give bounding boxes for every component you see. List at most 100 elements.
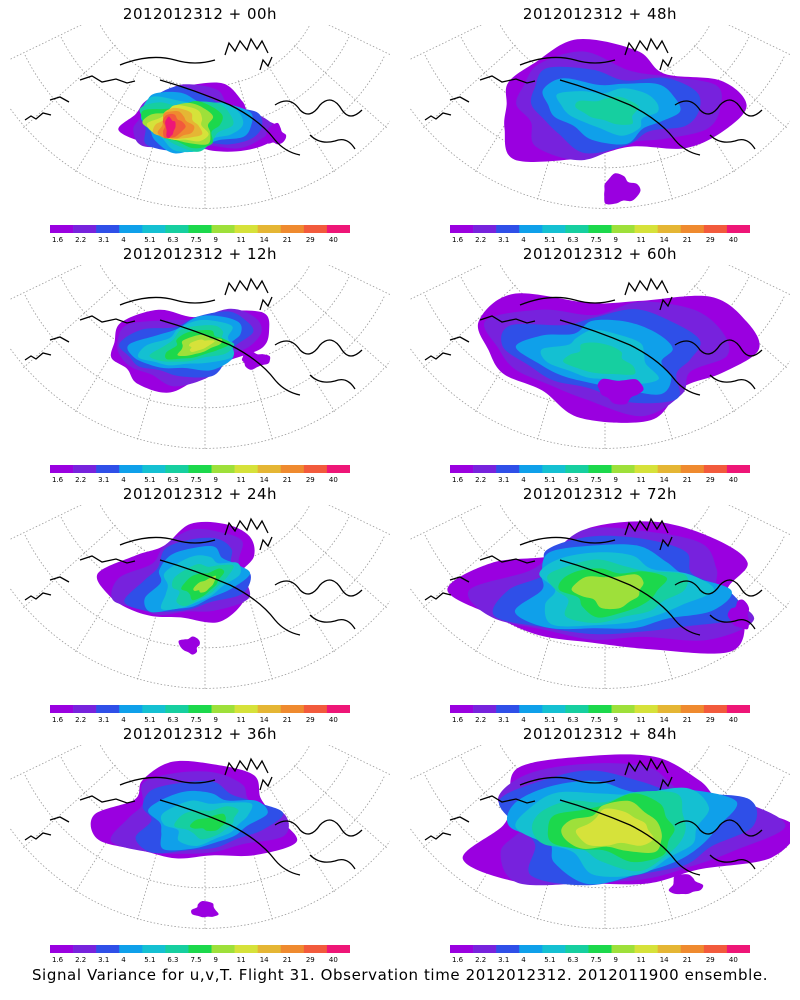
variance-contour-9 [193,575,216,593]
colorbar-tick-label: 29 [306,956,315,963]
colorbar-tick-label: 11 [637,716,646,723]
colorbar-tick-label: 21 [283,476,292,483]
colorbar-swatch [96,705,120,713]
colorbar-tick-label: 9 [614,476,618,483]
meridian-line [294,764,388,849]
colorbar-swatch [50,225,74,233]
colorbar-tick-label: 6.3 [567,236,578,243]
colorbar-tick-label: 4 [521,236,526,243]
colorbar-tick-label: 6.3 [167,956,178,963]
panel-48h: 2012012312 + 48h 1.6 2.2 3.1 4 5.1 6.3 7.5 9 11 1… [410,3,790,243]
colorbar-tick-label: 5.1 [544,956,555,963]
panel-24h: 2012012312 + 24h 1.6 2.2 3.1 4 5.1 6.3 7.5 9 11 1… [10,483,390,723]
colorbar-swatch [188,705,212,713]
colorbar-tick-label: 40 [729,716,738,723]
colorbar-tick-label: 21 [683,716,692,723]
colorbar-swatch [73,705,97,713]
colorbar-swatch [588,225,612,233]
colorbar-tick-label: 3.1 [98,956,109,963]
colorbar-swatch [565,945,589,953]
colorbar-swatch [519,465,543,473]
meridian-line [22,524,116,609]
coastline [424,757,763,876]
colorbar-tick-label: 2.2 [475,956,486,963]
colorbar-tick-label: 29 [706,956,715,963]
colorbar-tick-label: 7.5 [590,716,601,723]
colorbar-tick-label: 29 [306,716,315,723]
latitude-line [24,54,386,169]
colorbar-swatch [280,705,305,713]
meridian-line [728,25,790,55]
colorbar-tick-label: 4 [521,716,526,723]
colorbar-swatch [496,465,520,473]
latitude-line [24,774,386,889]
panel-12h: 2012012312 + 12h 1.6 2.2 3.1 4 5.1 6.3 7.5 9 11 1… [10,243,390,483]
colorbar-swatch [73,225,97,233]
meridian-line [410,265,482,300]
colorbar-tick-label: 1.6 [52,956,64,963]
colorbar-tick-label: 7.5 [590,476,601,483]
colorbar-swatch [703,945,728,953]
latitude-line [410,107,790,209]
colorbar-tick-label: 1.6 [452,236,464,243]
colorbar-swatch [726,705,750,713]
colorbar-tick-label: 21 [283,956,292,963]
colorbar-swatch [96,945,120,953]
variance-contour-11 [188,339,215,353]
colorbar-tick-label: 9 [214,236,218,243]
colorbar-tick-label: 21 [283,716,292,723]
colorbar-tick-label: 11 [637,476,646,483]
latitude-line [24,294,386,409]
colorbar-swatch [450,465,474,473]
colorbar-swatch [211,705,235,713]
meridian-line [22,44,116,129]
colorbar-swatch [680,465,705,473]
colorbar-swatch [257,945,282,953]
panel-title: 2012012312 + 24h [122,485,278,503]
colorbar-swatch [326,225,350,233]
colorbar-swatch [50,705,74,713]
colorbar-swatch [611,705,635,713]
colorbar-swatch [119,225,143,233]
panel-title: 2012012312 + 12h [122,245,278,263]
colorbar-tick-label: 11 [637,236,646,243]
colorbar-tick-label: 40 [729,956,738,963]
colorbar-tick-label: 21 [283,236,292,243]
colorbar-swatch [542,945,566,953]
panel-title: 2012012312 + 48h [522,5,678,23]
colorbar-tick-label: 9 [614,236,618,243]
panel-60h: 2012012312 + 60h 1.6 2.2 3.1 4 5.1 6.3 7.5 9 11 1… [410,243,790,483]
colorbar-swatch [211,225,235,233]
colorbar-tick-label: 11 [637,956,646,963]
colorbar-swatch [450,705,474,713]
colorbar-tick-label: 5.1 [144,716,155,723]
colorbar-tick-label: 3.1 [498,476,509,483]
variance-patch [604,173,641,205]
colorbar-tick-label: 40 [329,236,338,243]
coastline [24,37,363,156]
meridian-line [294,524,388,609]
latitude-line [99,25,311,88]
colorbar-swatch [234,945,258,953]
variance-contour-6.3 [575,96,640,125]
colorbar-swatch [496,705,520,713]
latitude-line [410,587,790,689]
colorbar-swatch [165,225,189,233]
colorbar-swatch [611,945,635,953]
colorbar-tick-label: 2.2 [75,476,86,483]
panel-title: 2012012312 + 72h [522,485,678,503]
colorbar-swatch [257,225,282,233]
colorbar-tick-label: 6.3 [567,716,578,723]
latitude-line [10,587,390,689]
colorbar-tick-label: 6.3 [567,476,578,483]
latitude-line [424,774,786,889]
colorbar-tick-label: 7.5 [590,956,601,963]
colorbar-swatch [634,945,658,953]
colorbar-swatch [303,705,328,713]
colorbar-swatch [280,465,305,473]
coastline [424,37,763,156]
colorbar-swatch [119,945,143,953]
colorbar-tick-label: 7.5 [190,956,201,963]
variance-contour-11 [575,808,654,847]
meridian-line [294,284,388,369]
